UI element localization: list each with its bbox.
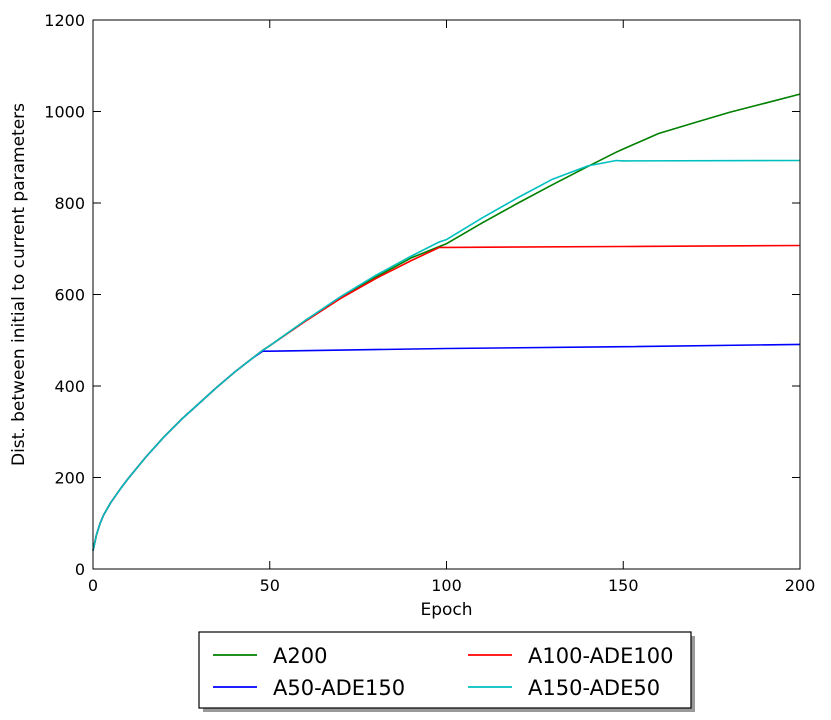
- legend-label: A50-ADE150: [273, 676, 405, 700]
- legend-label: A200: [273, 644, 327, 668]
- y-tick-label: 1000: [44, 103, 85, 122]
- legend-label: A100-ADE100: [528, 644, 673, 668]
- y-tick-label: 400: [54, 377, 85, 396]
- legend-box: [198, 631, 692, 709]
- x-tick-label: 150: [608, 576, 639, 595]
- plot-lines: [92, 93, 801, 551]
- y-tick-label: 1200: [44, 11, 85, 30]
- axis-ticks: 0 50 100 150 200 0 200 400 600 800 1000 1200: [44, 11, 815, 595]
- legend: A200 A100-ADE100 A50-ADE150 A150-ADE50: [198, 631, 695, 712]
- legend-label: A150-ADE50: [528, 676, 660, 700]
- series-line-a50-ade150: [92, 343, 801, 551]
- plot-frame: [92, 19, 801, 570]
- y-tick-label: 200: [54, 469, 85, 488]
- x-tick-label: 0: [88, 576, 98, 595]
- y-tick-label: 800: [54, 194, 85, 213]
- y-tick-label: 600: [54, 286, 85, 305]
- x-tick-label: 50: [260, 576, 280, 595]
- series-line-a100-ade100: [92, 244, 801, 551]
- series-line-a200: [92, 93, 801, 551]
- x-tick-label: 200: [785, 576, 816, 595]
- x-axis-label: Epoch: [420, 600, 472, 620]
- y-axis-label: Dist. between initial to current paramet…: [9, 103, 29, 466]
- y-tick-label: 0: [75, 560, 85, 579]
- series-line-a150-ade50: [92, 159, 801, 551]
- x-tick-label: 100: [431, 576, 462, 595]
